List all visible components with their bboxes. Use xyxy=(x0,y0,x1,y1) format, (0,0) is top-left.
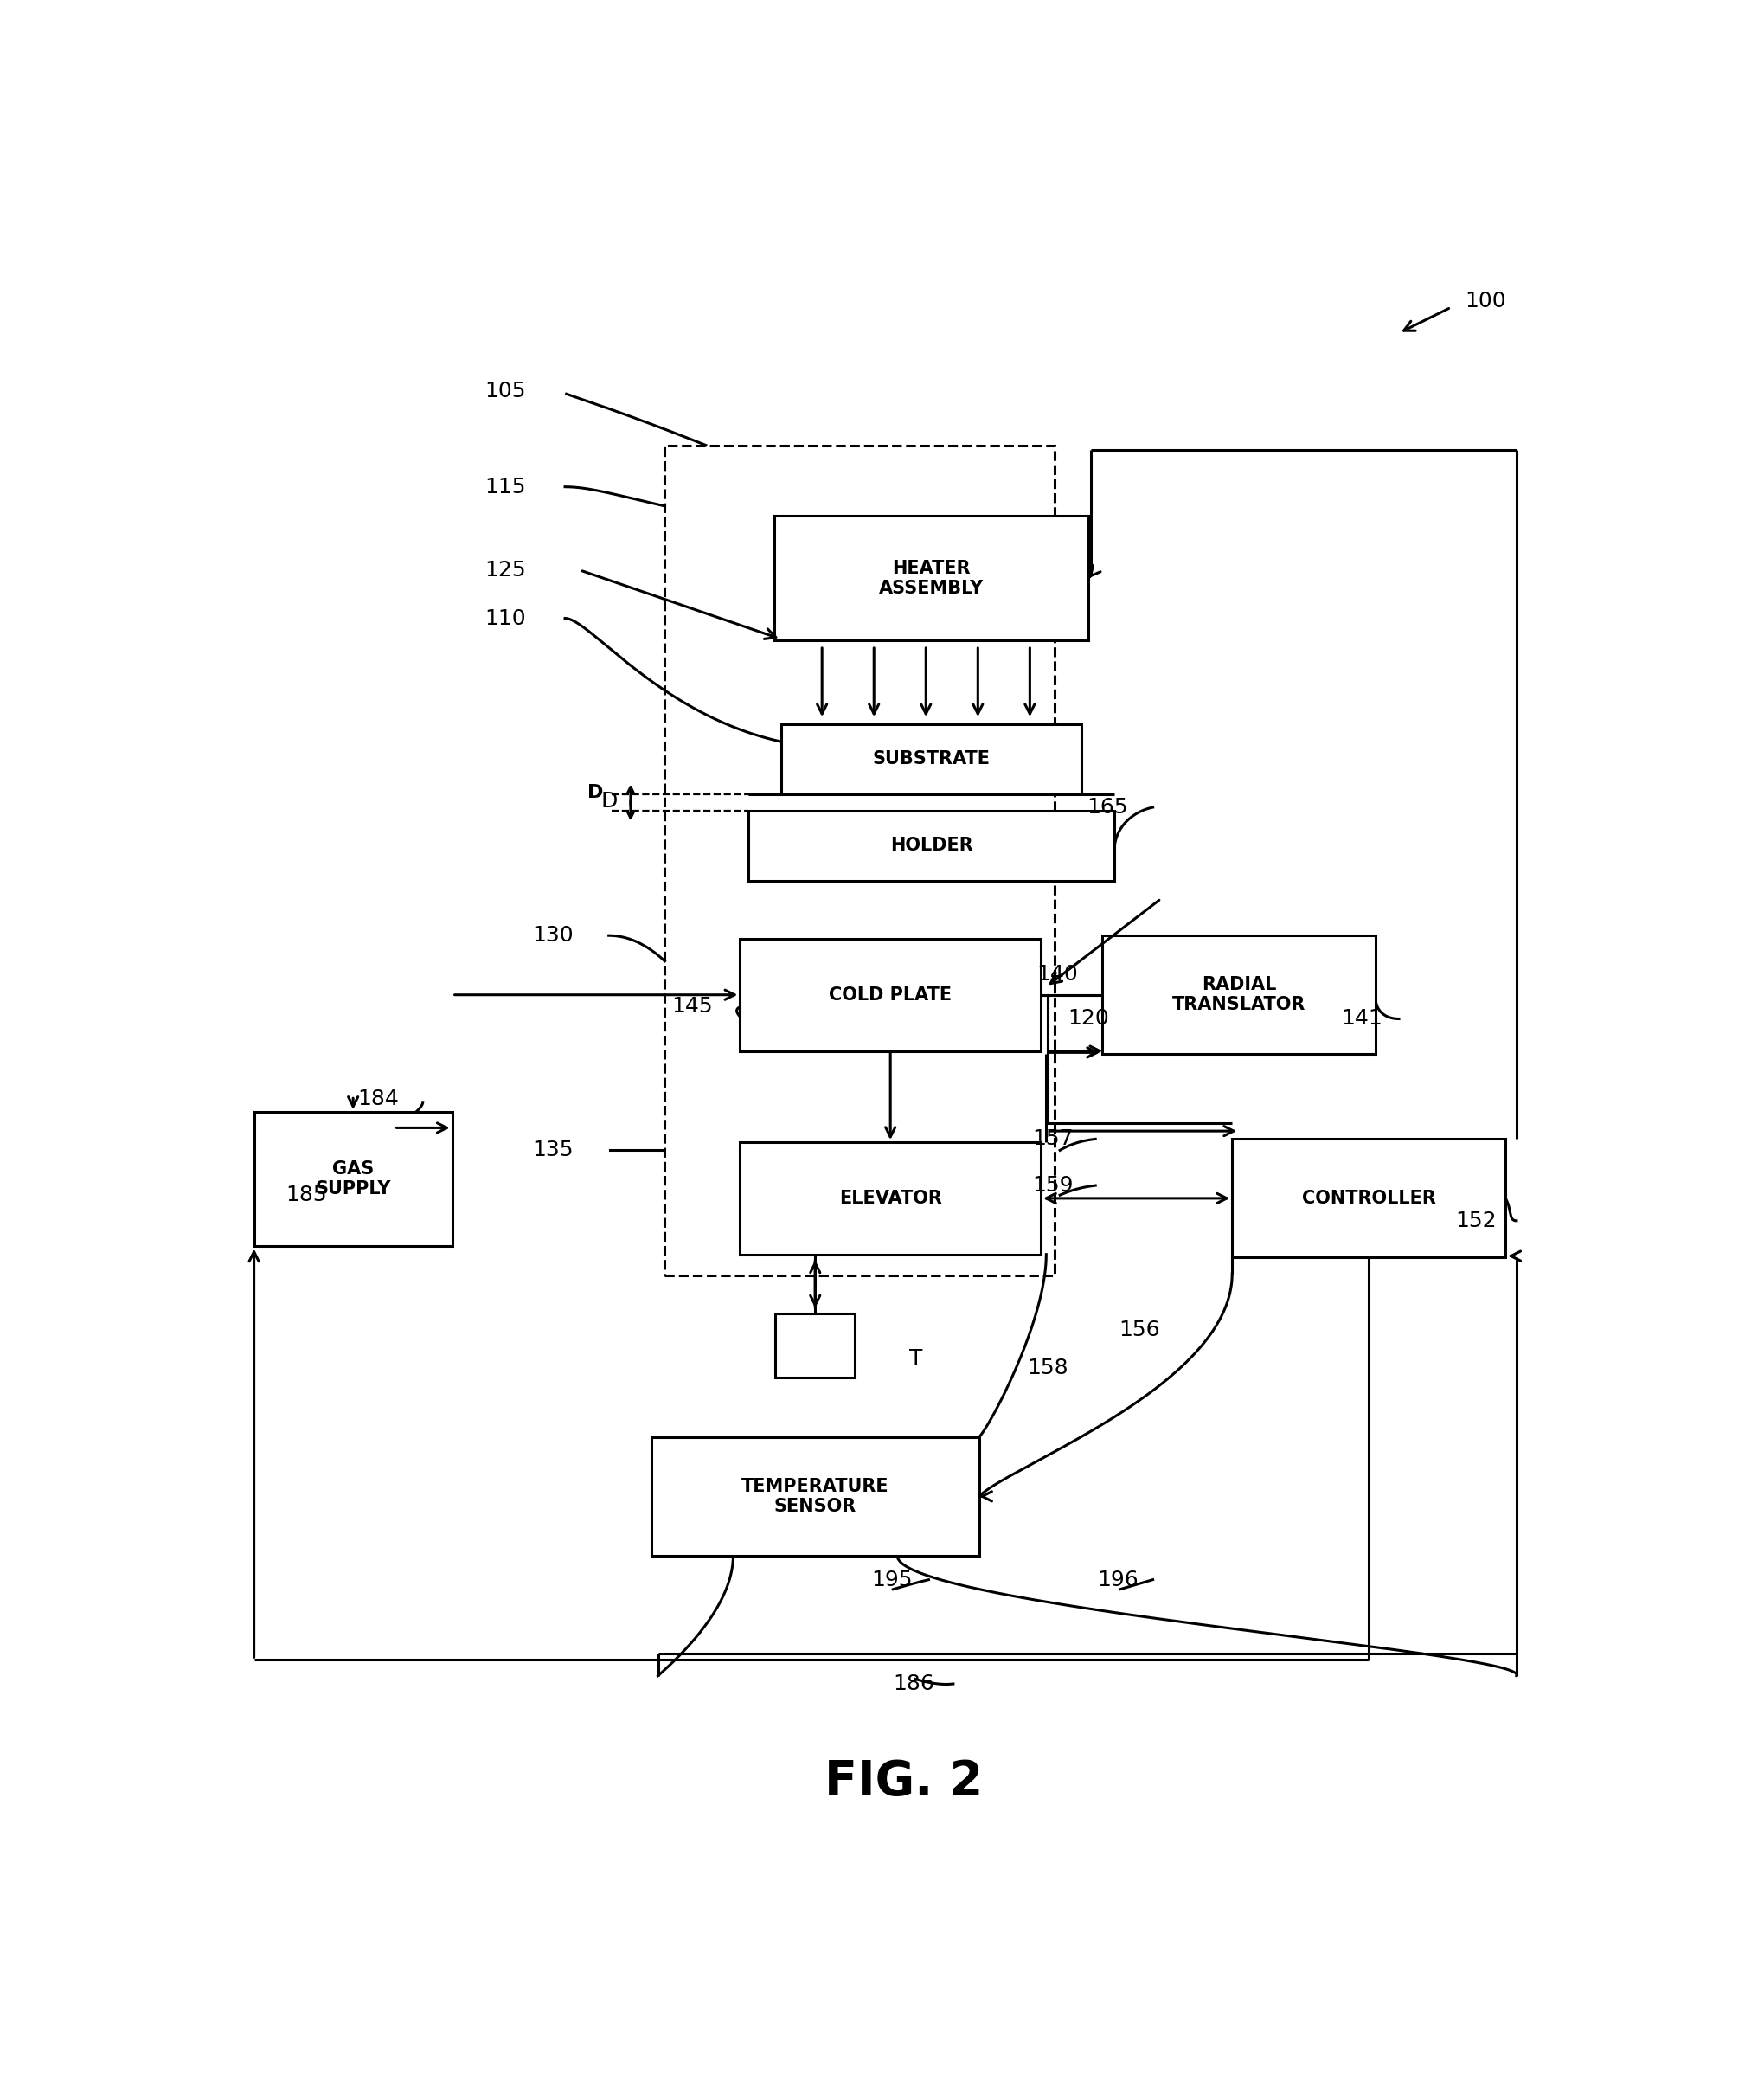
Text: 100: 100 xyxy=(1464,291,1506,312)
FancyBboxPatch shape xyxy=(774,516,1088,641)
FancyBboxPatch shape xyxy=(254,1111,452,1247)
Text: 158: 158 xyxy=(1027,1357,1069,1378)
Text: 115: 115 xyxy=(485,477,526,497)
Text: 145: 145 xyxy=(672,995,713,1016)
Text: CONTROLLER: CONTROLLER xyxy=(1302,1190,1436,1207)
Text: 156: 156 xyxy=(1118,1319,1161,1340)
Text: RADIAL
TRANSLATOR: RADIAL TRANSLATOR xyxy=(1173,976,1305,1013)
Text: 152: 152 xyxy=(1455,1211,1496,1232)
Text: HOLDER: HOLDER xyxy=(891,837,972,855)
Text: 165: 165 xyxy=(1087,797,1129,818)
Text: 141: 141 xyxy=(1342,1009,1383,1030)
FancyBboxPatch shape xyxy=(748,810,1115,880)
FancyBboxPatch shape xyxy=(1233,1138,1506,1257)
Text: T: T xyxy=(910,1348,923,1369)
Text: 140: 140 xyxy=(1037,964,1078,984)
Text: 157: 157 xyxy=(1032,1128,1074,1149)
Text: GAS
SUPPLY: GAS SUPPLY xyxy=(316,1161,392,1199)
FancyBboxPatch shape xyxy=(776,1313,856,1378)
FancyBboxPatch shape xyxy=(741,939,1041,1051)
Text: D: D xyxy=(600,791,617,812)
Text: 184: 184 xyxy=(358,1088,399,1109)
Text: 105: 105 xyxy=(485,381,526,402)
Text: FIG. 2: FIG. 2 xyxy=(826,1758,983,1804)
Text: 185: 185 xyxy=(286,1184,328,1205)
Text: 195: 195 xyxy=(871,1569,912,1590)
Text: SUBSTRATE: SUBSTRATE xyxy=(873,751,990,768)
Text: D: D xyxy=(587,785,603,801)
Text: HEATER
ASSEMBLY: HEATER ASSEMBLY xyxy=(878,560,984,597)
Text: COLD PLATE: COLD PLATE xyxy=(829,986,953,1003)
FancyBboxPatch shape xyxy=(781,724,1081,795)
Text: 135: 135 xyxy=(533,1140,573,1161)
Text: 120: 120 xyxy=(1069,1009,1110,1030)
Text: 110: 110 xyxy=(485,608,526,628)
FancyBboxPatch shape xyxy=(651,1438,979,1557)
Text: 196: 196 xyxy=(1097,1569,1138,1590)
Text: 130: 130 xyxy=(533,926,573,947)
Text: 159: 159 xyxy=(1032,1176,1074,1197)
FancyBboxPatch shape xyxy=(741,1142,1041,1255)
Text: ELEVATOR: ELEVATOR xyxy=(840,1190,942,1207)
FancyBboxPatch shape xyxy=(1102,936,1376,1055)
Text: TEMPERATURE
SENSOR: TEMPERATURE SENSOR xyxy=(741,1478,889,1515)
Text: 186: 186 xyxy=(893,1673,935,1694)
Text: 125: 125 xyxy=(485,560,526,581)
